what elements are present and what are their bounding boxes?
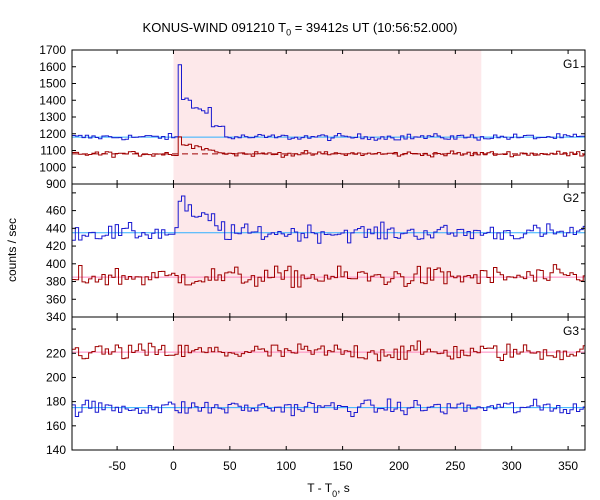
x-tick-label: 350 — [558, 459, 578, 473]
x-tick-label: 100 — [276, 459, 296, 473]
chart-title: KONUS-WIND 091210 T0 = 39412s UT (10:56:… — [142, 20, 458, 38]
series-g3-1 — [72, 398, 585, 417]
series-g2-0 — [72, 195, 585, 244]
y-tick-label: 340 — [46, 310, 66, 324]
panel-g3: 140 160 180 200 220 G3 — [46, 316, 586, 457]
y-tick-label: 1400 — [39, 93, 66, 107]
y-tick-label: 160 — [46, 419, 66, 433]
x-tick-label: 150 — [333, 459, 353, 473]
panel-label: G2 — [563, 191, 579, 205]
y-tick-label: 1300 — [39, 110, 66, 124]
y-tick-label: 1500 — [39, 77, 66, 91]
y-tick-label: 440 — [46, 221, 66, 235]
y-tick-label: 140 — [46, 443, 66, 457]
y-tick-label: 220 — [46, 346, 66, 360]
y-tick-label: 360 — [46, 292, 66, 306]
panel-g2: 340 360 380 400 420 440 460 G2 — [46, 183, 586, 324]
x-tick-label: 300 — [502, 459, 522, 473]
panel-g1: 900 1000 1100 1200 1300 1400 1500 1600 1700 G1 — [39, 43, 586, 191]
highlight-interval — [173, 50, 482, 450]
y-tick-label: 1000 — [39, 160, 66, 174]
y-tick-label: 420 — [46, 239, 66, 253]
y-axis-label: counts / sec — [5, 218, 19, 282]
panel-label: G1 — [563, 57, 579, 71]
x-tick-label: 200 — [389, 459, 409, 473]
y-tick-label: 1200 — [39, 127, 66, 141]
series-g1-0 — [72, 64, 585, 141]
series-g3-0 — [72, 340, 585, 362]
y-tick-label: 380 — [46, 275, 66, 289]
series-g2-1 — [72, 264, 585, 288]
y-tick-label: 460 — [46, 204, 66, 218]
y-tick-label: 400 — [46, 257, 66, 271]
x-axis-label: T - T0, s — [307, 481, 350, 499]
x-tick-label: -50 — [108, 459, 126, 473]
y-tick-label: 180 — [46, 395, 66, 409]
panel-frame-g3 — [71, 316, 586, 451]
y-tick-label: 1100 — [40, 144, 66, 158]
panel-label: G3 — [563, 324, 579, 338]
y-tick-label: 900 — [46, 177, 66, 191]
x-tick-label: 50 — [223, 459, 237, 473]
y-tick-label: 1700 — [39, 43, 66, 57]
y-tick-label: 1600 — [39, 60, 66, 74]
series-g1-1 — [72, 136, 585, 158]
x-tick-label: 0 — [170, 459, 177, 473]
y-tick-label: 200 — [46, 370, 66, 384]
x-tick-label: 250 — [445, 459, 465, 473]
